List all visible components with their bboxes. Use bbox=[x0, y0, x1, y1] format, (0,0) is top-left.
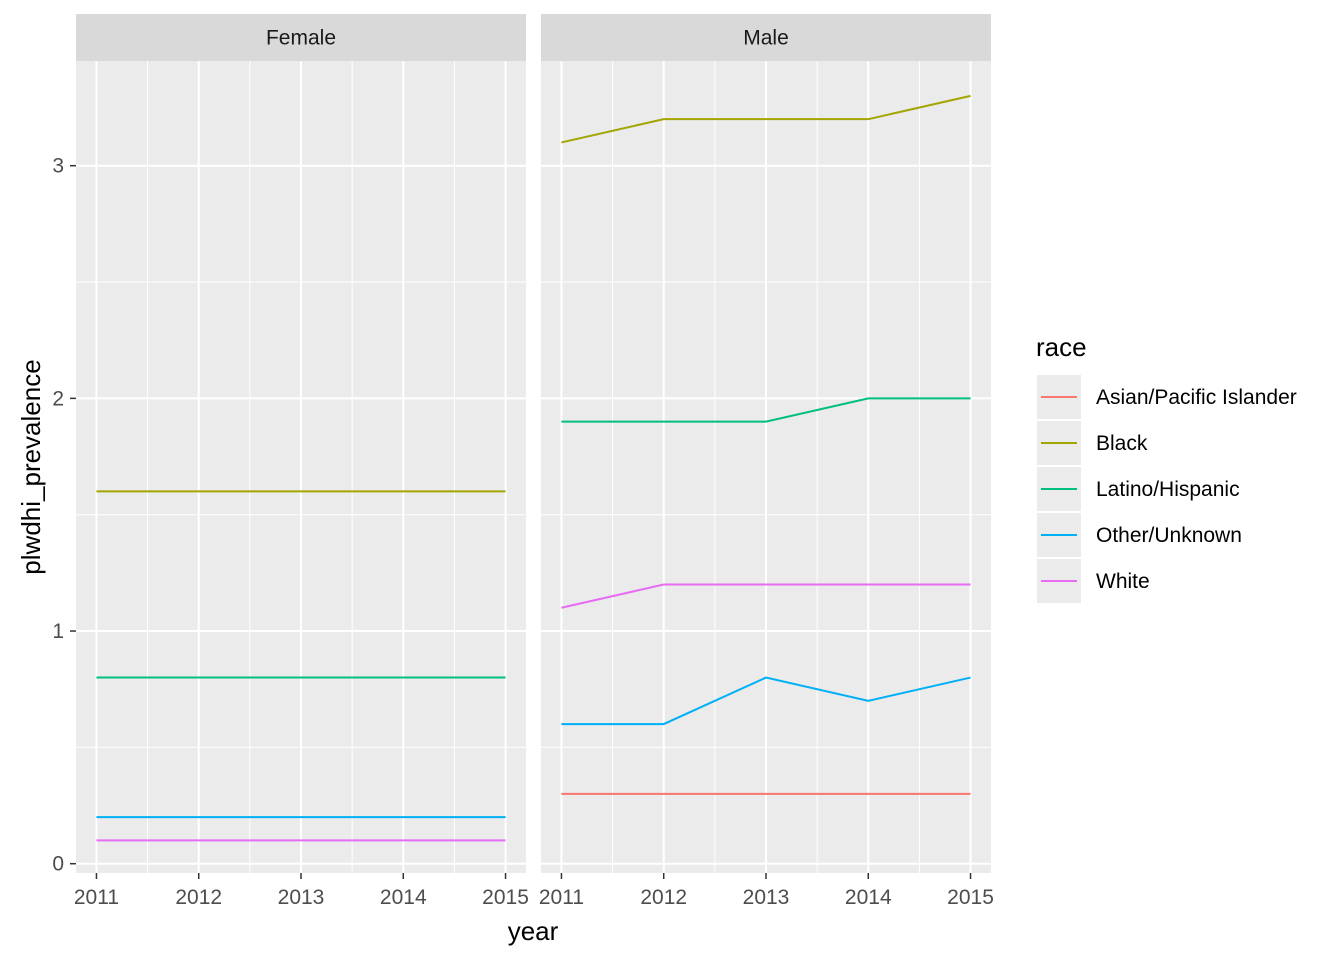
legend-label: White bbox=[1096, 570, 1150, 593]
y-tick-label: 1 bbox=[52, 620, 64, 643]
x-axis-title: year bbox=[508, 916, 559, 946]
legend-label: Black bbox=[1096, 432, 1148, 455]
x-tick-label: 2015 bbox=[947, 886, 994, 909]
legend-item-latino-hispanic: Latino/Hispanic bbox=[1037, 467, 1240, 511]
facet-strip bbox=[541, 14, 991, 61]
legend-title: race bbox=[1036, 332, 1087, 362]
y-tick-label: 2 bbox=[52, 387, 64, 410]
legend-item-asian-pacific-islander: Asian/Pacific Islander bbox=[1037, 375, 1297, 419]
series-line-other-unknown bbox=[561, 676, 971, 726]
series-line-black bbox=[561, 94, 971, 144]
x-tick-label: 2014 bbox=[845, 886, 892, 909]
legend: race Asian/Pacific Islander Black Latino/H… bbox=[1036, 332, 1297, 603]
y-tick-label: 0 bbox=[52, 853, 64, 876]
x-tick-label: 2013 bbox=[278, 886, 325, 909]
legend-item-other-unknown: Other/Unknown bbox=[1037, 513, 1242, 557]
panel-male: Male 2011 2012 2013 2014 2015 bbox=[539, 14, 994, 909]
x-tick-label: 2015 bbox=[482, 886, 529, 909]
x-tick-label: 2014 bbox=[380, 886, 427, 909]
legend-item-white: White bbox=[1037, 559, 1150, 603]
y-tick-label: 3 bbox=[52, 155, 64, 178]
legend-label: Asian/Pacific Islander bbox=[1096, 386, 1297, 409]
y-axis-title: plwdhi_prevalence bbox=[16, 359, 46, 574]
legend-label: Latino/Hispanic bbox=[1096, 478, 1240, 501]
x-tick-label: 2012 bbox=[175, 886, 222, 909]
panel-female: Female 2011 2012 2013 2014 2015 bbox=[74, 14, 529, 909]
series-line-white bbox=[561, 583, 971, 609]
facet-strip-label: Female bbox=[266, 27, 336, 50]
legend-label: Other/Unknown bbox=[1096, 524, 1242, 547]
x-tick-label: 2012 bbox=[640, 886, 687, 909]
x-tick-label: 2011 bbox=[74, 886, 119, 909]
x-tick-label: 2011 bbox=[539, 886, 584, 909]
y-axis: 0 1 2 3 bbox=[52, 155, 76, 876]
x-tick-label: 2013 bbox=[743, 886, 790, 909]
legend-item-black: Black bbox=[1037, 421, 1148, 465]
chart-panels: Female 2011 2012 2013 2014 2015 Male 2011 2012 20… bbox=[74, 14, 994, 909]
facet-strip-label: Male bbox=[743, 27, 789, 50]
series-line-latino-hispanic bbox=[561, 397, 971, 423]
facet-strip bbox=[76, 14, 526, 61]
